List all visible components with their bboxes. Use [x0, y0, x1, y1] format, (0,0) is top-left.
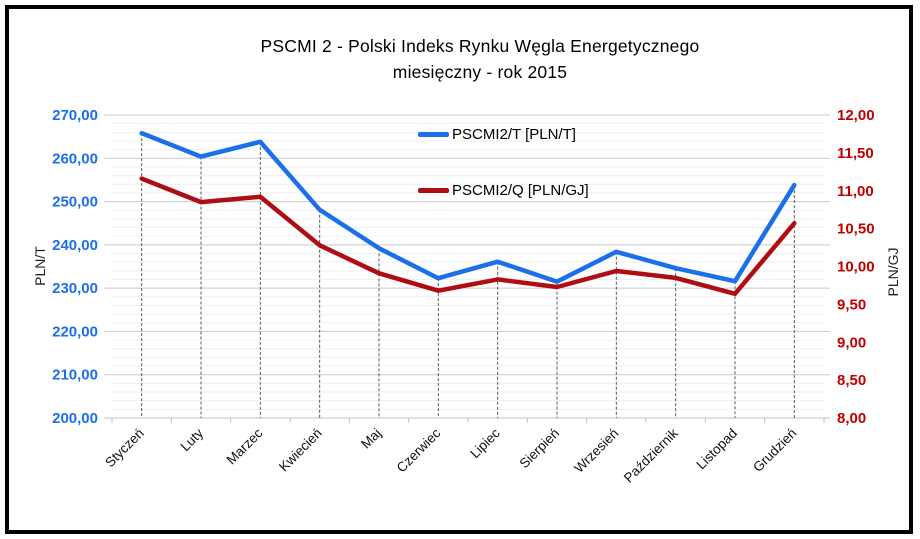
right-tick-label: 8,50 [837, 372, 866, 389]
right-tick-label: 12,00 [837, 107, 875, 124]
right-tick-label: 8,00 [837, 410, 866, 427]
legend-line-sample-blue [418, 131, 449, 137]
right-tick-label: 9,00 [837, 334, 866, 351]
legend-label-pscmi2-q: PSCMI2/Q [PLN/GJ] [452, 181, 589, 199]
left-axis-title: PLN/T [32, 246, 48, 286]
left-tick-label: 270,00 [52, 107, 98, 124]
left-tick-label: 250,00 [52, 194, 98, 211]
legend-line-sample-red [418, 187, 449, 193]
legend-label-pscmi2-t: PSCMI2/T [PLN/T] [452, 125, 576, 143]
left-tick-label: 210,00 [52, 367, 98, 384]
chart-frame [5, 5, 913, 534]
legend-item-pscmi2-q: PSCMI2/Q [PLN/GJ] [418, 181, 589, 199]
legend-item-pscmi2-t: PSCMI2/T [PLN/T] [418, 125, 576, 143]
right-tick-label: 10,00 [837, 259, 875, 276]
chart-title-line1: PSCMI 2 - Polski Indeks Rynku Węgla Ener… [260, 36, 700, 56]
right-tick-label: 9,50 [837, 296, 866, 313]
left-tick-label: 220,00 [52, 323, 98, 340]
chart-title: PSCMI 2 - Polski Indeks Rynku Węgla Ener… [40, 33, 920, 85]
left-tick-label: 260,00 [52, 150, 98, 167]
chart-title-line2: miesięczny - rok 2015 [392, 62, 568, 82]
right-axis-title: PLN/GJ [885, 247, 901, 297]
left-tick-label: 200,00 [52, 410, 98, 427]
right-tick-label: 10,50 [837, 221, 875, 238]
right-tick-label: 11,50 [837, 145, 874, 162]
right-tick-label: 11,00 [837, 183, 874, 200]
left-tick-label: 240,00 [52, 237, 98, 254]
left-tick-label: 230,00 [52, 280, 98, 297]
